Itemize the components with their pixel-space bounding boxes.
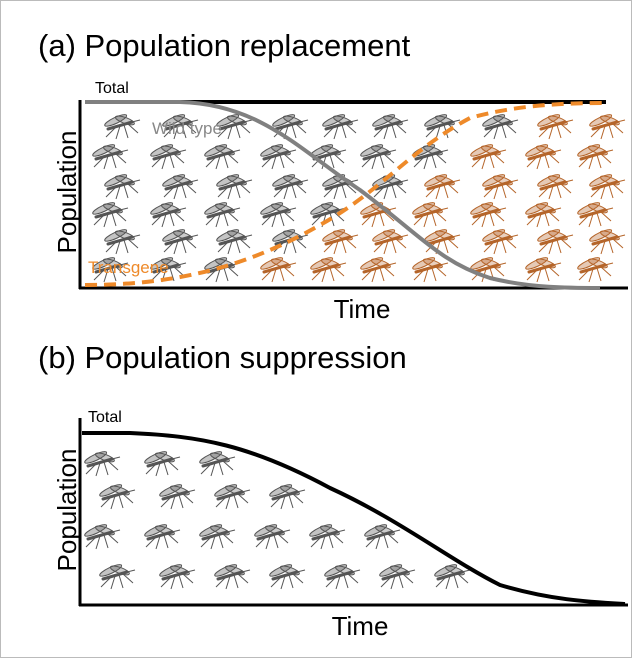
wild-type-curve [85,100,601,290]
transgene-label: Transgene [88,258,169,277]
x-axis-label: Time [334,294,391,324]
total-label: Total [88,409,122,426]
panel-title: (a) Population replacement [38,28,411,63]
x-axis-label: Time [332,611,389,641]
panel-title: (b) Population suppression [38,340,407,375]
total-curve [82,431,626,606]
total-label: Total [95,80,129,97]
wild-type-label: Wild type [152,119,222,138]
y-axis-label: Population [52,449,82,572]
y-axis-label: Population [52,131,82,254]
transgene-curve [84,101,607,287]
